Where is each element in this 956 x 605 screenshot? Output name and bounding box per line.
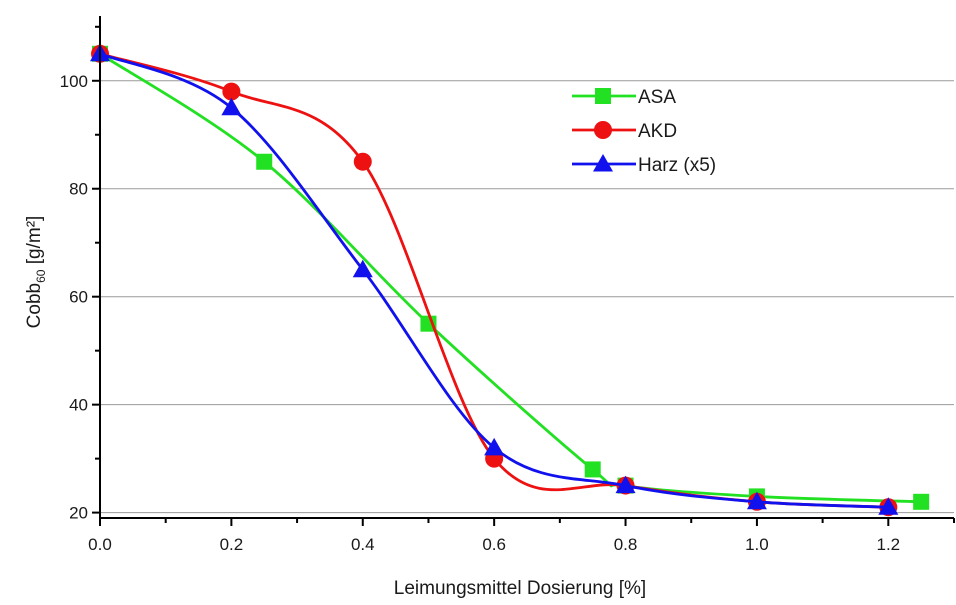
x-tick-label: 1.2 <box>876 535 900 554</box>
legend-item-asa: ASA <box>572 87 676 108</box>
y-tick-label: 40 <box>69 396 88 415</box>
x-tick-label: 0.4 <box>351 535 375 554</box>
data-point-akd <box>222 82 241 101</box>
y-tick-label: 100 <box>60 72 88 91</box>
series-harz-x5 <box>90 43 899 515</box>
legend-label-harz-x5: Harz (x5) <box>638 155 716 176</box>
legend-item-harz-x5: Harz (x5) <box>572 154 716 176</box>
data-point-harz-x5 <box>615 475 636 494</box>
legend: ASA AKD Harz (x5) <box>572 87 716 176</box>
x-tick-label: 0.2 <box>220 535 244 554</box>
y-tick-label: 80 <box>69 180 88 199</box>
data-point-asa <box>584 461 601 478</box>
series-layer <box>90 43 930 517</box>
y-axis-title: Cobb60 [g/m²] <box>24 216 48 329</box>
series-asa <box>92 45 930 510</box>
legend-marker-asa <box>595 88 611 104</box>
x-tick-label: 0.6 <box>482 535 506 554</box>
data-point-harz-x5 <box>746 491 767 510</box>
legend-marker-akd <box>594 121 612 139</box>
data-point-harz-x5 <box>221 97 242 116</box>
x-tick-label: 1.0 <box>745 535 769 554</box>
y-tick-label: 60 <box>69 288 88 307</box>
data-point-asa <box>256 153 273 170</box>
series-line-asa <box>99 52 922 504</box>
x-tick-label: 0.0 <box>88 535 112 554</box>
data-point-akd <box>353 152 372 171</box>
tick-labels: 20 40 60 80 100 0.0 0.2 0.4 0.6 0.8 1.0 1.2 <box>60 72 901 554</box>
data-point-asa <box>913 493 930 510</box>
legend-marker-harz-x5 <box>593 154 613 172</box>
data-point-harz-x5 <box>352 259 373 278</box>
data-point-harz-x5 <box>484 437 505 456</box>
y-tick-label: 20 <box>69 504 88 523</box>
y-axis-title-main: Cobb <box>24 283 45 328</box>
x-tick-label: 0.8 <box>614 535 638 554</box>
legend-label-akd: AKD <box>638 121 677 142</box>
grid <box>100 80 954 514</box>
axes <box>92 16 955 526</box>
x-axis-title: Leimungsmittel Dosierung [%] <box>394 578 646 599</box>
data-point-harz-x5 <box>878 497 899 515</box>
y-axis-title-subscript: 60 <box>34 269 48 283</box>
legend-label-asa: ASA <box>638 87 676 108</box>
legend-item-akd: AKD <box>572 121 677 142</box>
y-axis-title-unit: [g/m²] <box>24 216 45 270</box>
